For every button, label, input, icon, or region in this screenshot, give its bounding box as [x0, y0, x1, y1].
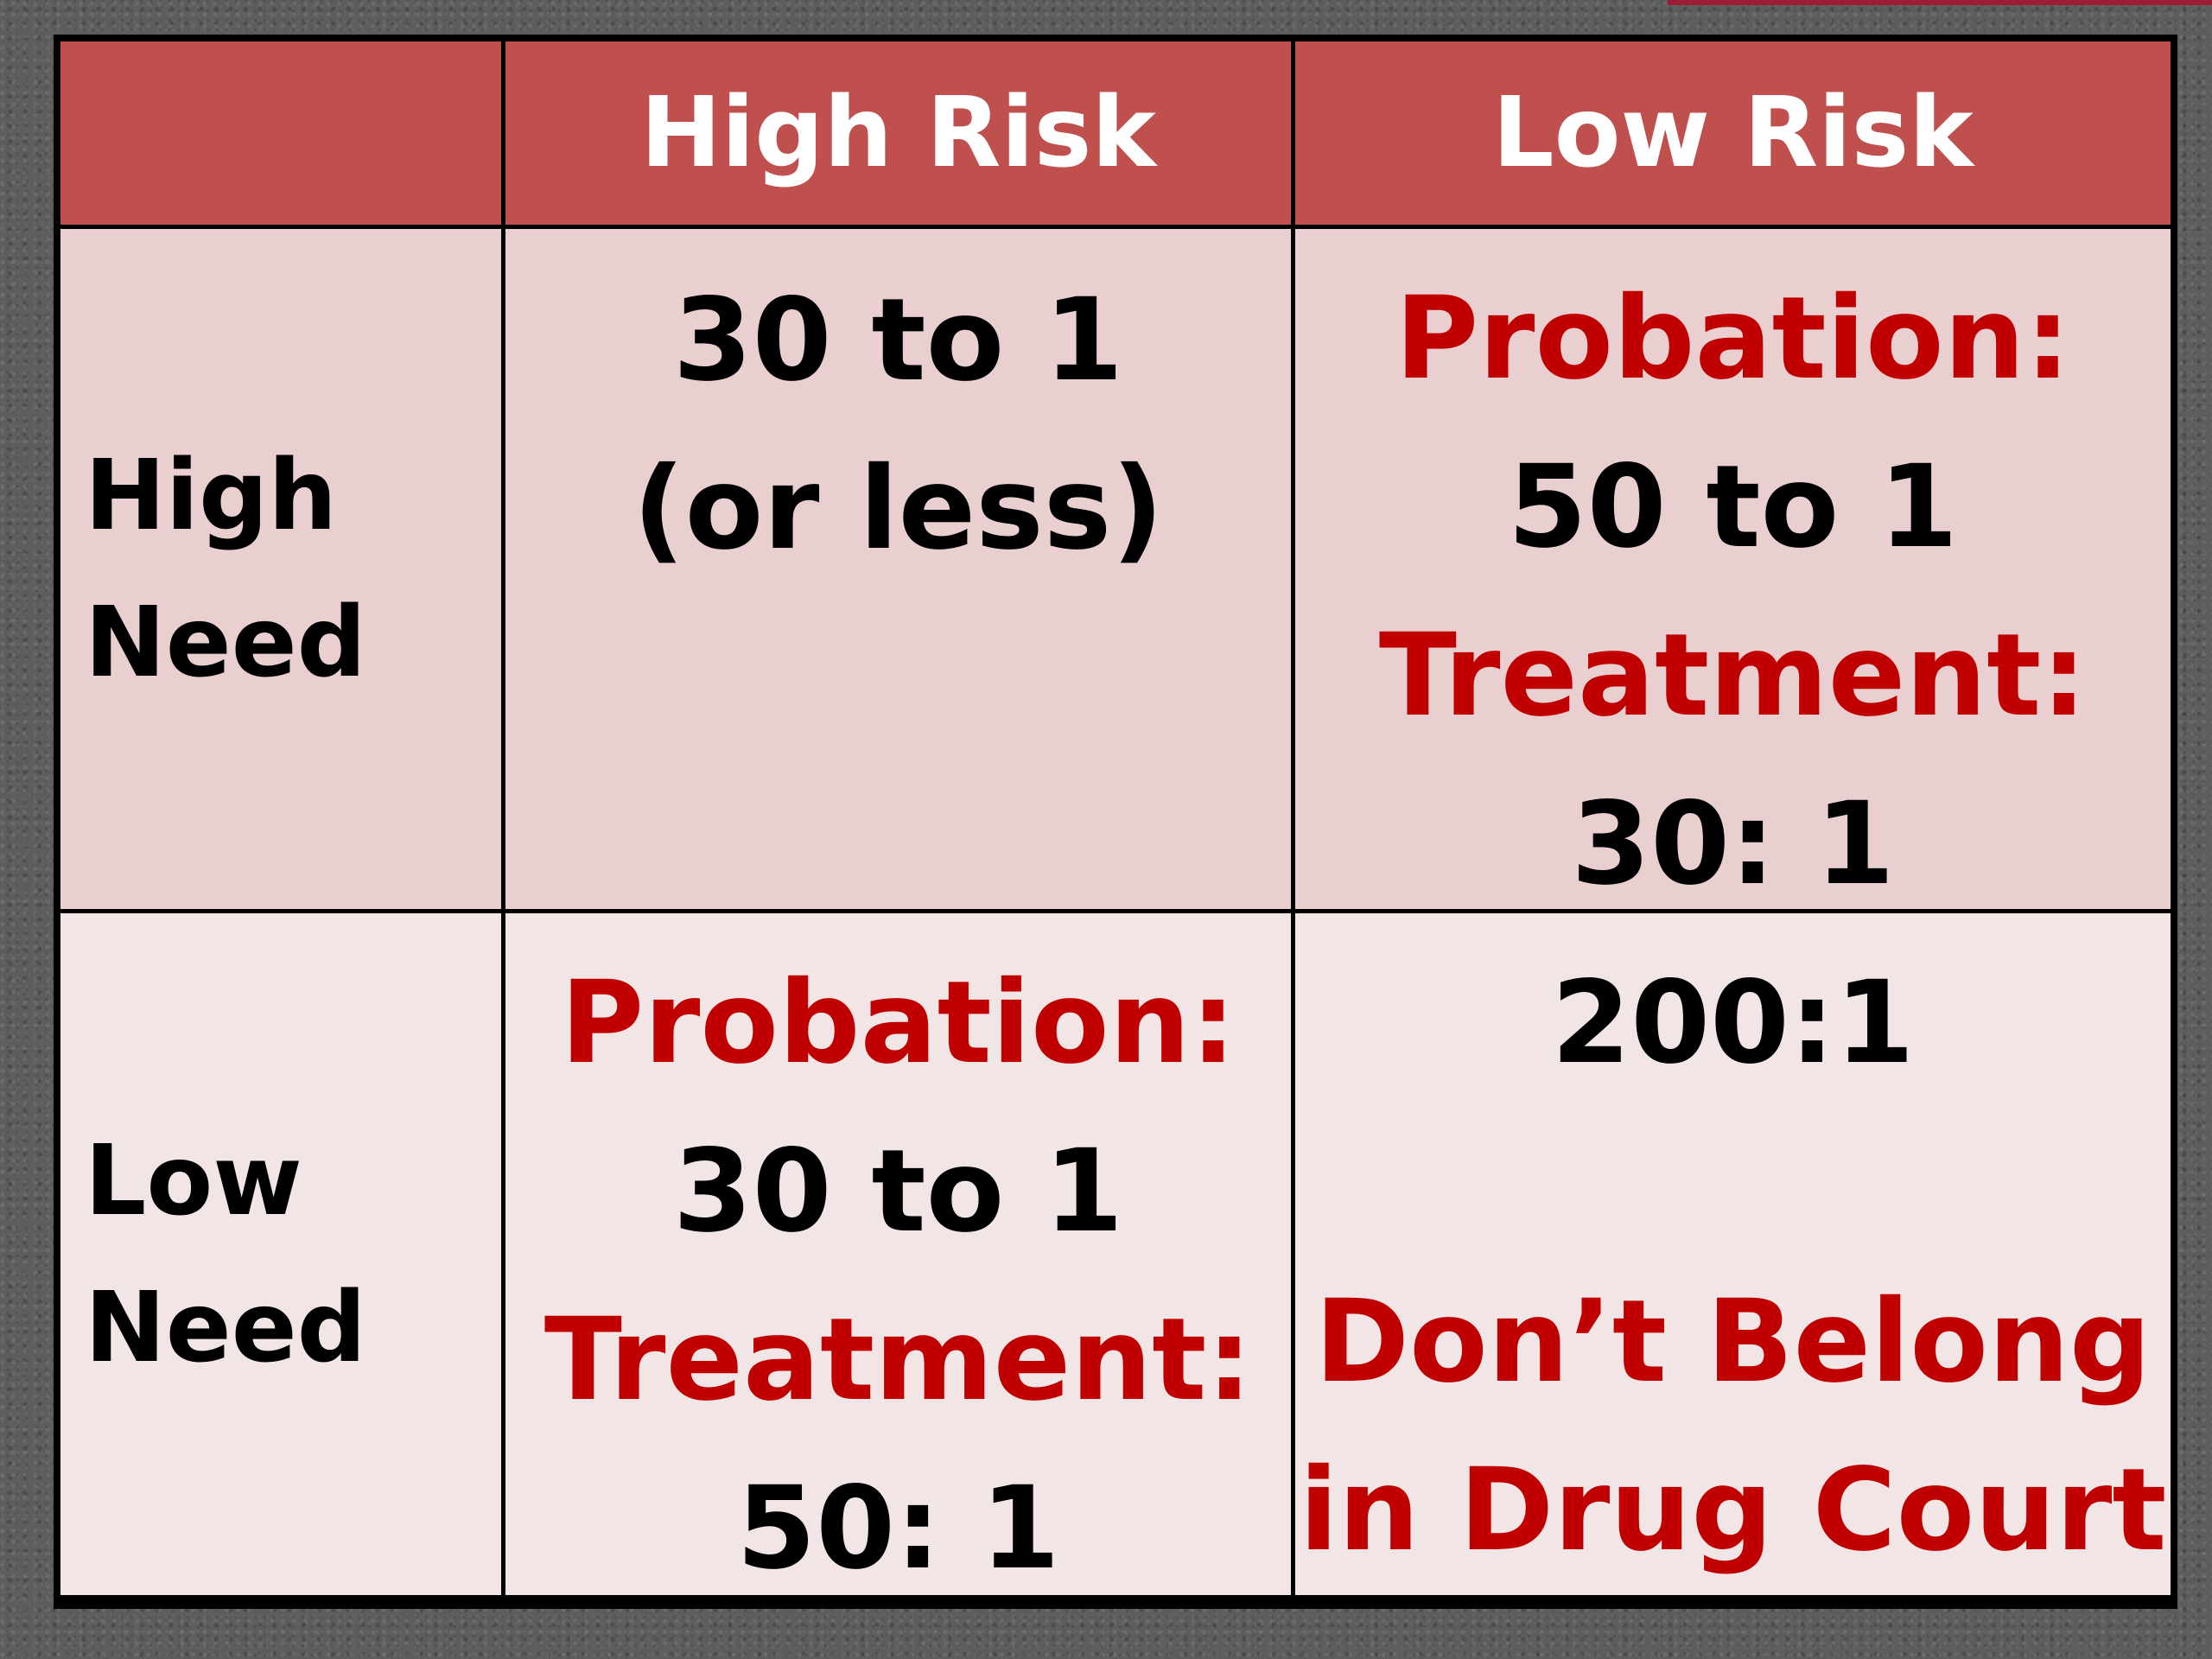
note-line: Don’t Belong — [1314, 1275, 2152, 1408]
row-label-line: Need — [85, 586, 366, 699]
header-corner-cell — [60, 41, 501, 225]
ratio-qualifier: (or less) — [632, 442, 1164, 575]
ratio-text: 30 to 1 — [672, 274, 1124, 407]
cell-low-need-low-risk: 200:1 Don’t Belong in Drug Court — [1295, 913, 2171, 1595]
probation-value: 30 to 1 — [672, 1125, 1124, 1258]
cell-low-need-high-risk: Probation: 30 to 1 Treatment: 50: 1 — [505, 913, 1291, 1595]
probation-value: 50 to 1 — [1507, 441, 1959, 574]
risk-need-table: High Risk Low Risk High Need 30 to 1 (or… — [54, 35, 2177, 1609]
row-label-line: Need — [85, 1271, 366, 1384]
treatment-label: Treatment: — [1378, 609, 2088, 742]
note-line: in Drug Court — [1299, 1444, 2167, 1577]
cell-high-need-high-risk: 30 to 1 (or less) — [505, 229, 1291, 909]
row-label-line: Low — [85, 1124, 302, 1237]
probation-label: Probation: — [1395, 272, 2071, 405]
probation-label: Probation: — [560, 957, 1236, 1090]
row-label-high-need: High Need — [60, 229, 501, 909]
top-accent-strip — [1668, 0, 2212, 5]
row-label-low-need: Low Need — [60, 913, 501, 1595]
header-low-risk: Low Risk — [1295, 41, 2171, 225]
treatment-label: Treatment: — [543, 1294, 1253, 1427]
row-label-line: High — [85, 439, 338, 552]
cell-high-need-low-risk: Probation: 50 to 1 Treatment: 30: 1 — [1295, 229, 2171, 911]
treatment-value: 50: 1 — [736, 1462, 1060, 1595]
header-high-risk: High Risk — [505, 41, 1291, 225]
treatment-value: 30: 1 — [1571, 778, 1895, 911]
ratio-text: 200:1 — [1551, 957, 1915, 1090]
